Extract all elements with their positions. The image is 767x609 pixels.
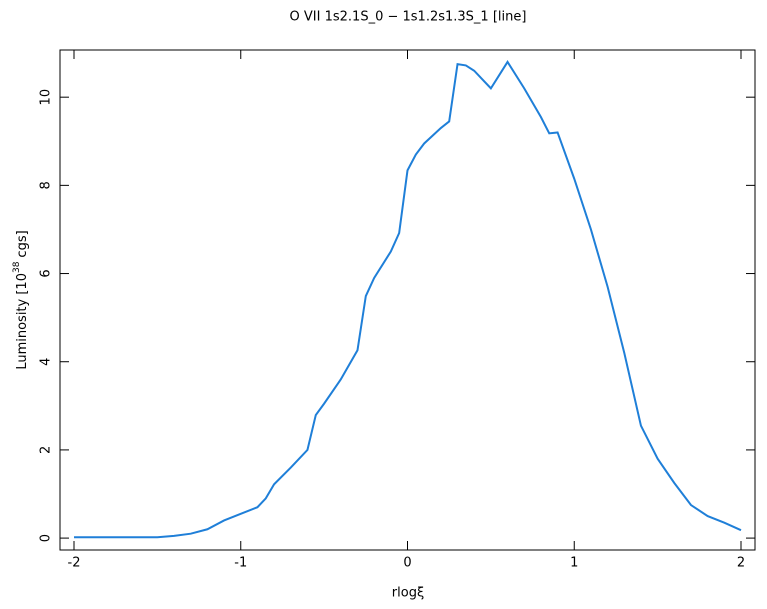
y-tick-label: 8 <box>39 181 54 189</box>
plot-frame <box>59 49 756 551</box>
y-tick-label: 0 <box>39 534 54 542</box>
x-tick-label: 1 <box>570 556 578 571</box>
x-tick-label: 2 <box>737 556 745 571</box>
y-tick-label: 6 <box>39 269 54 277</box>
y-tick-label: 4 <box>39 358 54 366</box>
y-axis-label-main: Luminosity [10 <box>15 273 30 370</box>
x-tick-label: -2 <box>68 556 81 571</box>
y-axis-label-end: cgs] <box>15 230 30 257</box>
y-tick-label: 10 <box>39 89 54 106</box>
y-axis-label-sup: 38 <box>12 261 22 273</box>
y-tick-label: 2 <box>39 446 54 454</box>
y-axis-label: Luminosity [1038 cgs] <box>12 230 30 369</box>
x-tick-label: -1 <box>234 556 247 571</box>
chart-title: O VII 1s2.1S_0 − 1s1.2s1.3S_1 [line] <box>290 10 527 25</box>
x-tick-label: 0 <box>403 556 411 571</box>
line-series <box>74 60 742 539</box>
x-axis-label: rlogξ <box>392 586 424 601</box>
